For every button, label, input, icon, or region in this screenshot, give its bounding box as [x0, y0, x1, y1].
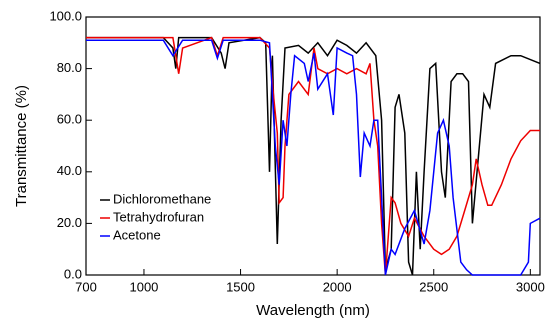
legend-label: Acetone [113, 227, 161, 242]
y-tick-label: 100.0 [49, 8, 82, 23]
y-tick-label: 80.0 [57, 60, 82, 75]
legend-label: Tetrahydrofuran [113, 209, 204, 224]
y-tick-label: 20.0 [57, 215, 82, 230]
plot-frame [85, 16, 541, 276]
y-tick-label: 0.0 [64, 266, 82, 281]
series-line [86, 39, 541, 276]
x-tick-label: 3000 [516, 279, 545, 294]
y-tick-label: 40.0 [57, 163, 82, 178]
x-tick-label: 700 [75, 279, 97, 294]
x-tick-label: 1500 [226, 279, 255, 294]
x-tick-label: 2500 [419, 279, 448, 294]
y-axis-label: Transmittance (%) [13, 85, 30, 207]
x-axis-label: Wavelength (nm) [256, 302, 370, 319]
legend-label: Dichloromethane [113, 191, 211, 206]
x-tick-label: 1000 [129, 279, 158, 294]
x-tick-label: 2000 [323, 279, 352, 294]
y-tick-label: 60.0 [57, 112, 82, 127]
